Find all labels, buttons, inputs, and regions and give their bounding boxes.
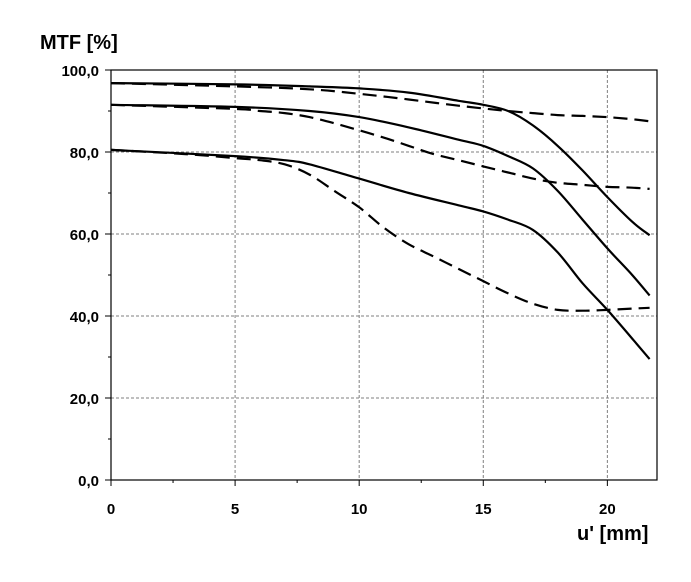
y-tick-label: 60,0: [70, 227, 99, 244]
axis-layer: 0 5 10 15 20 0,0 20,0 40,0 60,0 80,0 100,0: [61, 63, 615, 518]
y-tick-label: 20,0: [70, 391, 99, 408]
y-axis-title: MTF [%]: [40, 32, 118, 54]
solid-mtf-curve-3: [110, 148, 651, 360]
y-tick-label: 0,0: [78, 473, 99, 490]
x-tick-label: 5: [231, 501, 239, 518]
x-tick-label: 10: [351, 501, 368, 518]
x-tick-label: 15: [475, 501, 492, 518]
x-tick-label: 0: [107, 501, 115, 518]
dashed-mtf-curve-5: [110, 103, 650, 190]
y-tick-label: 100,0: [61, 63, 99, 80]
x-axis-title: u' [mm]: [577, 523, 649, 545]
x-tick-label: 20: [599, 501, 616, 518]
series-layer: [110, 82, 651, 360]
y-tick-label: 80,0: [70, 145, 99, 162]
grid-layer: [111, 70, 657, 480]
dashed-mtf-curve-4: [110, 82, 650, 123]
solid-mtf-curve-1: [110, 82, 651, 237]
solid-mtf-curve-2: [110, 103, 651, 297]
y-tick-label: 40,0: [70, 309, 99, 326]
dashed-mtf-curve-6: [110, 148, 650, 312]
